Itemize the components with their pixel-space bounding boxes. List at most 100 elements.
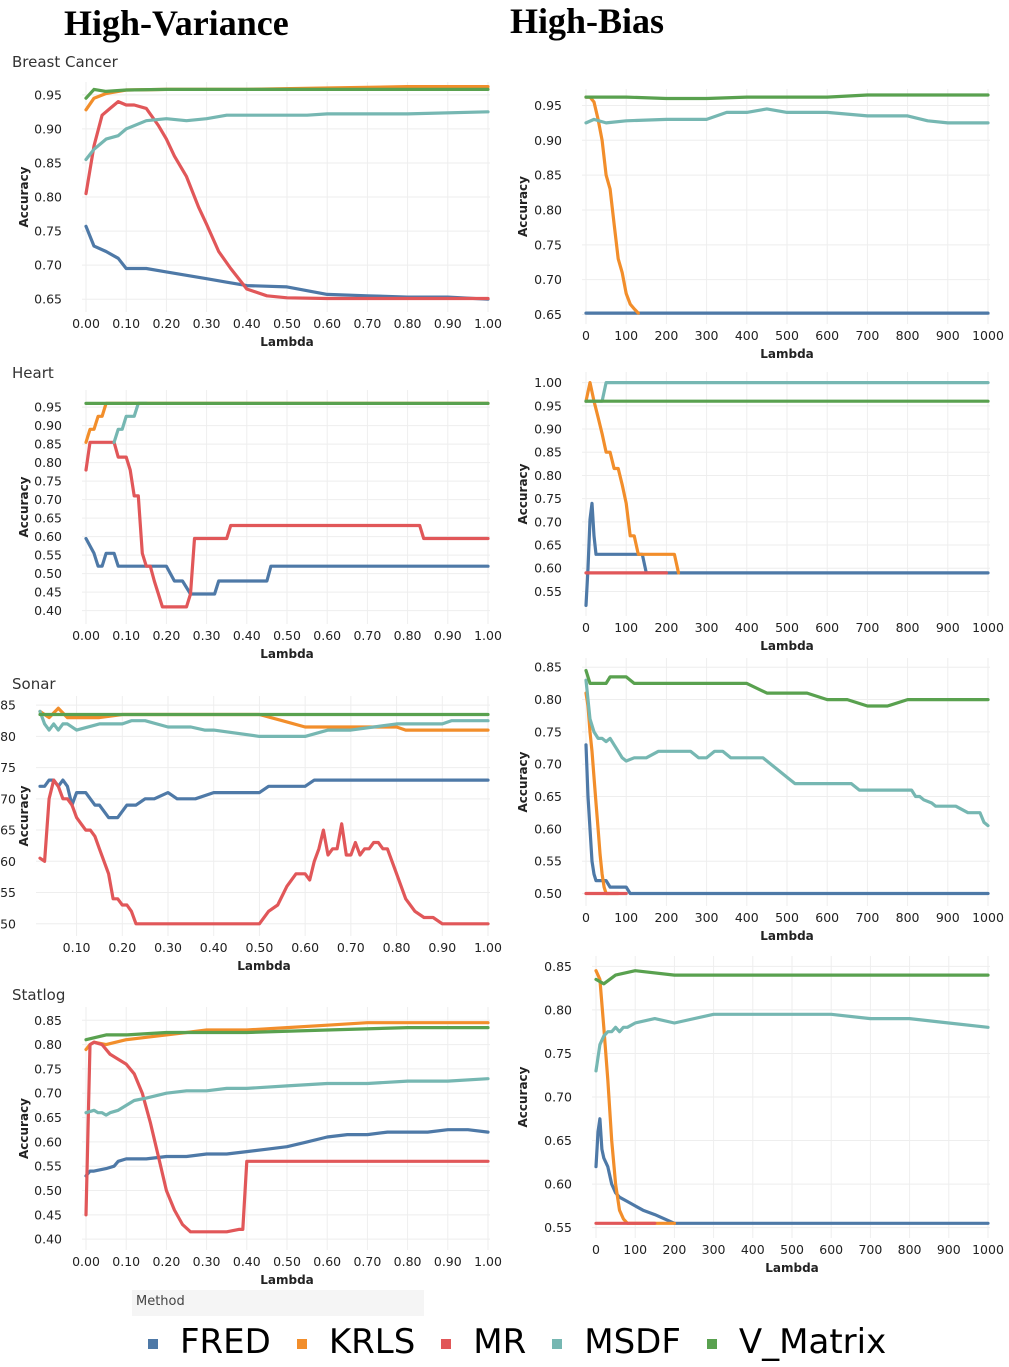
series-line-msdf [84, 1077, 490, 1117]
legend-item-v-matrix[interactable]: V_Matrix [706, 1322, 887, 1362]
legend-item-fred[interactable]: FRED [148, 1322, 271, 1362]
legend-swatch-msdf [552, 1339, 563, 1349]
y-axis-label: Accuracy [17, 785, 31, 846]
series-line-mr [84, 1040, 490, 1234]
x-tick-label: 0.60 [291, 940, 319, 955]
series-line-msdf [584, 678, 990, 828]
x-axis-label: Lambda [260, 1273, 314, 1287]
x-tick-label: 300 [695, 910, 719, 925]
x-tick-label: 400 [735, 910, 759, 925]
x-tick-label: 0.30 [154, 940, 182, 955]
x-tick-label: 300 [695, 328, 719, 343]
series-line-krls [584, 381, 681, 575]
x-tick-label: 0.40 [233, 316, 261, 331]
x-tick-label: 900 [936, 910, 960, 925]
chart-panels: 0.00 0.10 0.20 0.30 0.40 0.50 0.60 0.70 0.80 0.90… [0, 82, 1004, 1287]
x-tick-label: 1000 [972, 910, 1004, 925]
y-tick-label: 0.55 [534, 854, 562, 869]
chart-panel-1: 0.00 0.10 0.20 0.30 0.40 0.50 0.60 0.70 0.80 0.90… [17, 82, 502, 349]
x-tick-label: 0.70 [353, 316, 381, 331]
legend-title-bar [132, 1290, 424, 1316]
y-axis-label: Accuracy [516, 463, 530, 524]
x-tick-label: 0.80 [394, 316, 422, 331]
y-tick-label: 0.95 [534, 98, 562, 113]
series-line-fred [84, 536, 490, 596]
series-line-msdf [112, 401, 148, 444]
x-tick-label: 100 [614, 910, 638, 925]
legend-item-msdf[interactable]: MSDF [552, 1322, 681, 1362]
legend-item-krls[interactable]: KRLS [296, 1322, 415, 1362]
y-tick-label: 0.55 [34, 1159, 62, 1174]
series-line-fred [594, 1117, 990, 1225]
series-line-msdf [84, 110, 490, 162]
y-tick-label: 0.75 [534, 724, 562, 739]
legend-swatch-mr [441, 1339, 452, 1349]
x-tick-label: 700 [855, 328, 879, 343]
series-line-v-matrix [594, 969, 990, 986]
x-tick-label: 0.80 [394, 628, 422, 643]
y-axis-label: Accuracy [516, 176, 530, 237]
series-line-fred [584, 743, 990, 896]
y-tick-label: 0.80 [34, 190, 62, 205]
y-tick-label: 0.85 [534, 445, 562, 460]
x-tick-label: 0.00 [72, 316, 100, 331]
y-tick-label: 0.60 [34, 1134, 62, 1149]
chart-panel-6: 0 100 200 300 400 500 600 700 800 900 1000 0.50 0.55… [516, 658, 1004, 943]
x-tick-label: 0.50 [273, 316, 301, 331]
x-tick-label: 1000 [972, 328, 1004, 343]
x-tick-label: 0.50 [273, 628, 301, 643]
x-axis-label: Lambda [765, 1261, 819, 1275]
legend-swatch-v-matrix [706, 1339, 717, 1349]
legend-swatch-krls [296, 1339, 307, 1349]
chart-panel-2: 0 100 200 300 400 500 600 700 800 900 1000 0.65 0.70… [516, 89, 1004, 361]
y-tick-label: 0.65 [34, 292, 62, 307]
x-tick-label: 0.20 [152, 316, 180, 331]
panel-title-heart: Heart [12, 364, 54, 382]
x-tick-label: 400 [735, 620, 759, 635]
y-tick-label: 0.60 [0, 854, 16, 869]
legend-swatch-fred [148, 1339, 158, 1349]
y-tick-label: 0.60 [534, 821, 562, 836]
y-tick-label: 0.80 [34, 455, 62, 470]
panel-title-statlog: Statlog [12, 986, 66, 1004]
x-tick-label: 0.40 [233, 628, 261, 643]
column-title-high-variance: High-Variance [64, 3, 289, 43]
series-line-v-matrix [584, 668, 990, 708]
y-axis-label: Accuracy [17, 1098, 31, 1159]
x-tick-label: 0.00 [72, 628, 100, 643]
x-tick-label: 600 [815, 910, 839, 925]
y-tick-label: 0.85 [544, 959, 572, 974]
series-line-fred [84, 224, 490, 301]
y-tick-label: 0.85 [34, 155, 62, 170]
y-tick-label: 0.70 [0, 791, 16, 806]
y-axis-label: Accuracy [516, 751, 530, 812]
y-tick-label: 0.40 [34, 1232, 62, 1247]
chart-panel-3: 0.00 0.10 0.20 0.30 0.40 0.50 0.60 0.70 0.80 0.90… [17, 390, 502, 661]
x-tick-label: 0.90 [434, 628, 462, 643]
y-tick-label: 0.70 [534, 757, 562, 772]
x-tick-label: 0.80 [394, 1254, 422, 1269]
x-tick-label: 1000 [972, 620, 1004, 635]
x-axis-label: Lambda [237, 959, 291, 973]
x-tick-label: 500 [780, 1242, 804, 1257]
x-axis-label: Lambda [760, 639, 814, 653]
x-tick-label: 500 [775, 910, 799, 925]
x-tick-label: 0.10 [112, 316, 140, 331]
x-tick-label: 600 [819, 1242, 843, 1257]
y-tick-label: 0.70 [34, 1086, 62, 1101]
y-tick-label: 0.55 [534, 584, 562, 599]
x-tick-label: 0.40 [233, 1254, 261, 1269]
x-tick-label: 800 [896, 328, 920, 343]
x-tick-label: 200 [654, 620, 678, 635]
legend-label-v-matrix: V_Matrix [738, 1322, 887, 1362]
y-tick-label: 0.95 [34, 400, 62, 415]
y-tick-label: 0.70 [534, 272, 562, 287]
legend-label-mr: MR [473, 1322, 527, 1362]
y-tick-label: 0.70 [544, 1090, 572, 1105]
x-tick-label: 0 [582, 328, 590, 343]
x-tick-label: 100 [614, 328, 638, 343]
legend-item-mr[interactable]: MR [441, 1322, 526, 1362]
y-tick-label: 0.85 [34, 1013, 62, 1028]
x-axis-label: Lambda [260, 335, 314, 349]
x-tick-label: 600 [815, 328, 839, 343]
